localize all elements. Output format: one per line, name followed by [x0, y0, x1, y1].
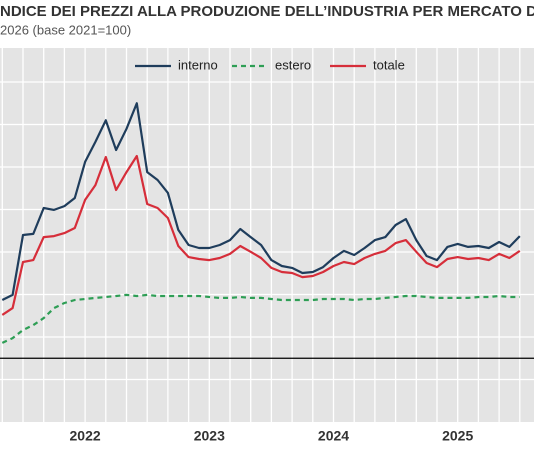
- x-tick-label: 2024: [318, 428, 349, 444]
- x-tick-label: 2022: [70, 428, 101, 444]
- plot-background: [0, 48, 534, 422]
- legend-label: totale: [373, 57, 405, 72]
- legend-label: interno: [178, 57, 218, 72]
- line-series: [1, 102, 521, 301]
- line-series: [1, 293, 520, 344]
- line-series: [1, 154, 521, 316]
- x-tick-label: 2025: [442, 428, 473, 444]
- legend-label: estero: [275, 57, 311, 72]
- chart-subtitle: 2026 (base 2021=100): [0, 22, 131, 37]
- chart-title: NDICE DEI PREZZI ALLA PRODUZIONE DELL’IN…: [0, 3, 534, 20]
- x-tick-label: 2023: [194, 428, 225, 444]
